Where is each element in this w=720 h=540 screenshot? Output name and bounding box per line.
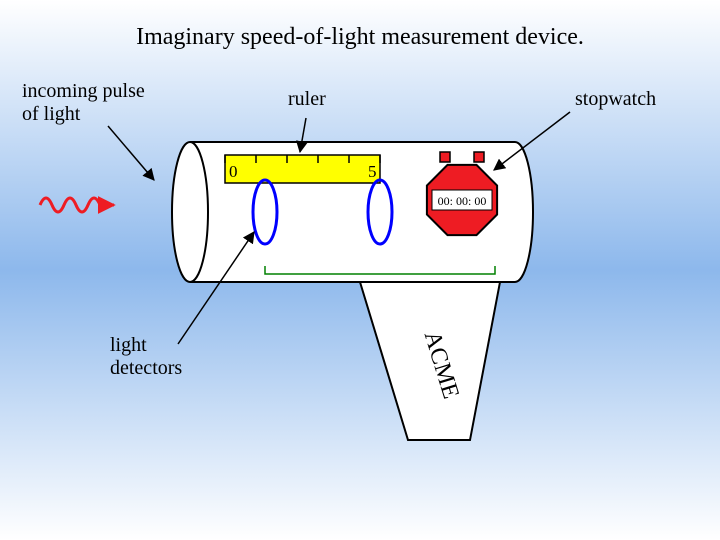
- label-light-detectors: light detectors: [110, 334, 182, 380]
- label-ruler: ruler: [288, 88, 326, 111]
- label-stopwatch: stopwatch: [575, 88, 656, 111]
- stopwatch-button-right: [474, 152, 484, 162]
- label-incoming-pulse: incoming pulse of light: [22, 80, 145, 126]
- pointer-arrow: [108, 126, 154, 180]
- stopwatch-button-left: [440, 152, 450, 162]
- ruler: [225, 155, 380, 183]
- diagram-canvas: Imaginary speed-of-light measurement dev…: [0, 0, 720, 540]
- stopwatch-readout: 00: 00: 00: [438, 194, 487, 208]
- ruler-max-label: 5: [368, 162, 377, 181]
- ruler-min-label: 0: [229, 162, 238, 181]
- light-pulse-icon: [40, 198, 114, 212]
- barrel-left-cap: [172, 142, 208, 282]
